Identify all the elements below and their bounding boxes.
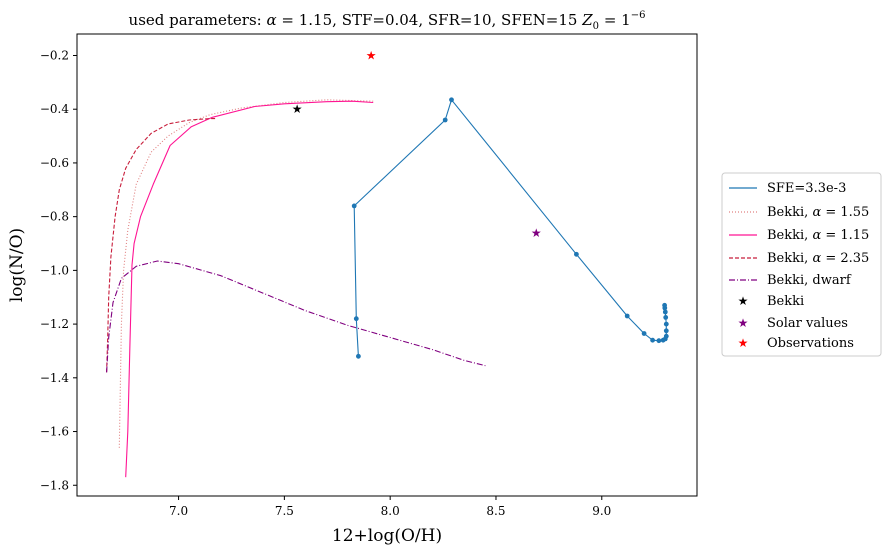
series-point-sfe — [351, 203, 357, 209]
series-point-sfe — [663, 328, 669, 334]
y-axis: −1.8 −1.6 −1.4 −1.2 −1.0 −0.8 −0.6 −0.4 −0.2 — [40, 48, 77, 492]
y-tick-label: −1.4 — [40, 371, 70, 385]
y-tick-label: −1.6 — [40, 425, 69, 439]
x-axis: 7.0 7.5 8.0 8.5 9.0 — [169, 496, 611, 518]
y-tick-label: −1.2 — [40, 317, 69, 331]
series-point-sfe — [353, 316, 359, 322]
y-tick-label: −1.0 — [40, 263, 69, 277]
chart-title: used parameters: α = 1.15, STF=0.04, SFR… — [129, 10, 646, 32]
scatter-point-obs-star: ★ — [366, 49, 377, 63]
series-point-sfe — [449, 97, 454, 103]
legend-frame — [721, 172, 882, 357]
series-line-bekki115 — [125, 100, 374, 478]
legend-label-bekki-star: Bekki — [767, 294, 804, 309]
series-line-bekki155 — [118, 99, 374, 448]
series-point-sfe — [650, 337, 655, 343]
y-axis-label: log(N/O) — [7, 228, 27, 302]
legend-marker-obs-star: ★ — [738, 336, 749, 350]
x-tick-label: 9.0 — [592, 504, 611, 518]
legend-label-bekki-235: Bekki, α = 2.35 — [767, 251, 869, 266]
series-point-sfe — [663, 333, 669, 339]
legend: SFE=3.3e-3 Bekki, α = 1.55 Bekki, α = 1.… — [721, 172, 882, 357]
series-point-sfe — [641, 331, 647, 336]
legend-label-bekki-115: Bekki, α = 1.15 — [767, 228, 869, 243]
series-point-sfe — [663, 321, 669, 327]
x-axis-label: 12+log(O/H) — [332, 526, 442, 546]
series-point-sfe — [663, 315, 669, 320]
y-tick-label: −0.8 — [40, 210, 69, 224]
series-line-bekki235 — [106, 118, 217, 373]
legend-label-bekki-155: Bekki, α = 1.55 — [767, 205, 869, 220]
series-point-sfe — [624, 313, 630, 319]
y-tick-label: −0.2 — [40, 48, 69, 62]
legend-label-obs-star: Observations — [767, 336, 854, 351]
series-line-dwarf — [106, 260, 486, 373]
x-tick-label: 7.0 — [169, 504, 188, 518]
series-point-sfe — [574, 251, 579, 257]
series-point-sfe — [356, 353, 361, 359]
y-tick-label: −1.8 — [40, 478, 69, 492]
x-tick-label: 8.0 — [381, 504, 400, 518]
legend-marker-bekki-star: ★ — [738, 294, 749, 308]
plot-frame — [76, 33, 698, 497]
x-tick-label: 8.5 — [486, 504, 505, 518]
series-point-sfe — [662, 302, 667, 308]
y-tick-label: −0.6 — [40, 156, 69, 170]
legend-label-sfe: SFE=3.3e-3 — [767, 181, 846, 196]
legend-label-solar-star: Solar values — [767, 316, 848, 331]
series-point-sfe — [656, 338, 662, 344]
y-tick-label: −0.4 — [40, 102, 70, 116]
x-tick-label: 7.5 — [275, 504, 294, 518]
series-point-sfe — [662, 309, 668, 315]
scatter-point-solar-star: ★ — [531, 226, 542, 240]
legend-marker-solar-star: ★ — [738, 316, 749, 330]
scatter-point-bekki-star: ★ — [292, 102, 303, 116]
series-point-sfe — [442, 117, 448, 123]
legend-label-dwarf: Bekki, dwarf — [767, 273, 852, 288]
